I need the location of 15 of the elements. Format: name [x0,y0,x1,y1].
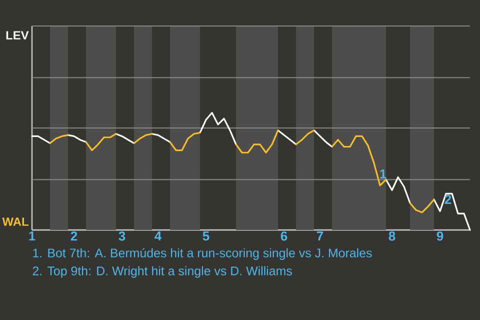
x-tick-label: 8 [388,232,396,241]
x-tick-label: 5 [202,232,210,241]
x-tick-label: 7 [316,232,324,240]
x-tick-label: 3 [118,232,126,241]
x-tick-label: 4 [154,232,162,240]
text: LEV [6,31,29,40]
annotation: 2 [444,194,452,204]
x-tick-label: 2 [70,232,78,241]
text: WAL [2,218,28,226]
text: 1. Bot 7th: A. Bermúdes hit a run-scoring single vs J. Morales [33,248,372,260]
x-tick-label: 1 [29,232,36,240]
x-tick-label: 6 [280,232,288,241]
text: 2. Top 9th: D. Wright hit a single vs D. Williams [32,266,292,278]
annotation: 1 [380,169,386,178]
x-tick-label: 9 [436,232,444,241]
